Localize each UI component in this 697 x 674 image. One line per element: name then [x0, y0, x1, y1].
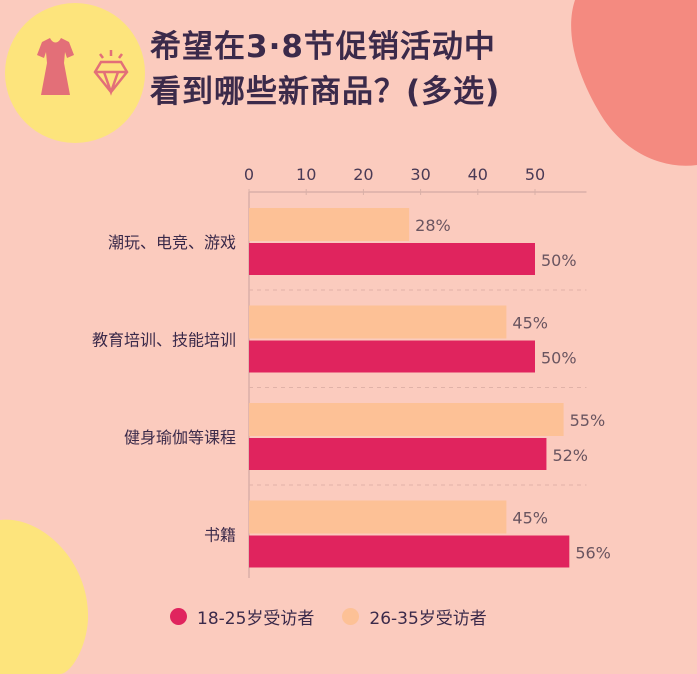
title-line-1: 希望在3·8节促销活动中	[150, 29, 496, 65]
legend: 18-25岁受访者 26-35岁受访者	[170, 604, 487, 629]
data-label: 28%	[415, 216, 451, 235]
bar-26-35	[249, 208, 410, 241]
category-label: 书籍	[204, 526, 236, 545]
data-label: 56%	[575, 544, 611, 563]
legend-label: 18-25岁受访者	[197, 609, 315, 629]
x-tick-label: 50	[525, 165, 545, 184]
category-label: 潮玩、电竞、游戏	[108, 233, 236, 252]
category-label: 健身瑜伽等课程	[124, 428, 236, 447]
bar-18-25	[249, 535, 570, 568]
bar-26-35	[249, 403, 564, 436]
data-label: 50%	[541, 251, 577, 270]
bar-18-25	[249, 243, 535, 275]
x-tick-label: 30	[410, 165, 430, 184]
legend-item-18-25: 18-25岁受访者	[170, 604, 314, 629]
corner-blob-bottom-left	[0, 519, 89, 674]
chart-title: 希望在3·8节促销活动中 看到哪些新商品？(多选)	[150, 25, 500, 115]
category-label: 教育培训、技能培训	[92, 331, 236, 350]
x-tick-label: 0	[244, 165, 254, 184]
data-label: 50%	[541, 349, 577, 368]
bar-chart: 0 10 20 30 40 50 潮玩、电竞、游戏 28% 50% 教育培训、技能培训 45% 50%…	[92, 165, 611, 578]
bar-26-35	[249, 305, 507, 339]
data-label: 55%	[570, 411, 606, 430]
x-tick-label: 20	[353, 165, 373, 184]
legend-swatch	[170, 608, 187, 625]
x-tick-label: 10	[296, 165, 316, 184]
bar-18-25	[249, 438, 547, 470]
bar-18-25	[249, 340, 535, 373]
legend-item-26-35: 26-35岁受访者	[342, 604, 487, 629]
title-line-2: 看到哪些新商品？(多选)	[150, 74, 501, 110]
data-label: 52%	[552, 446, 588, 465]
x-tick-label: 40	[468, 165, 488, 184]
data-label: 45%	[512, 509, 548, 528]
dress-icon	[37, 38, 74, 95]
icon-circle	[5, 3, 145, 143]
diamond-icon	[93, 50, 129, 96]
corner-blob-top-right	[571, 0, 697, 166]
legend-label: 26-35岁受访者	[369, 609, 487, 629]
bar-26-35	[249, 500, 507, 534]
legend-swatch	[342, 608, 360, 625]
data-label: 45%	[512, 314, 548, 333]
